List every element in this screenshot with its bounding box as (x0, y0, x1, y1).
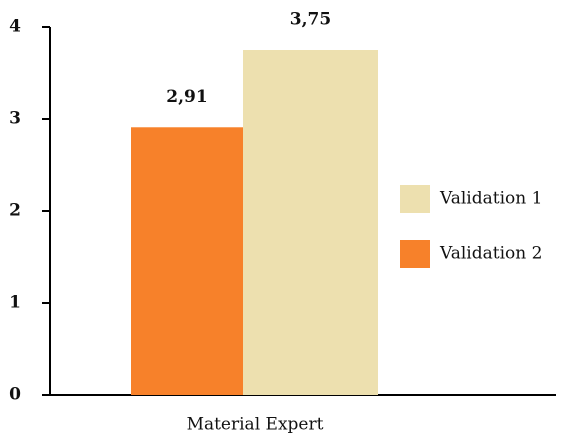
legend-swatch (400, 185, 430, 213)
bar (131, 127, 243, 395)
y-tick-label: 2 (9, 201, 21, 221)
y-tick-label: 3 (9, 109, 21, 129)
y-tick-label: 1 (9, 293, 21, 313)
legend-label: Validation 2 (439, 244, 542, 264)
legend-swatch (400, 240, 430, 268)
x-tick-label: Material Expert (187, 415, 324, 435)
bar (243, 50, 378, 395)
legend-label: Validation 1 (439, 189, 542, 209)
y-tick-label: 4 (9, 17, 21, 37)
data-label: 2,91 (166, 87, 207, 107)
y-tick-label: 0 (9, 385, 21, 405)
data-label: 3,75 (290, 10, 331, 30)
